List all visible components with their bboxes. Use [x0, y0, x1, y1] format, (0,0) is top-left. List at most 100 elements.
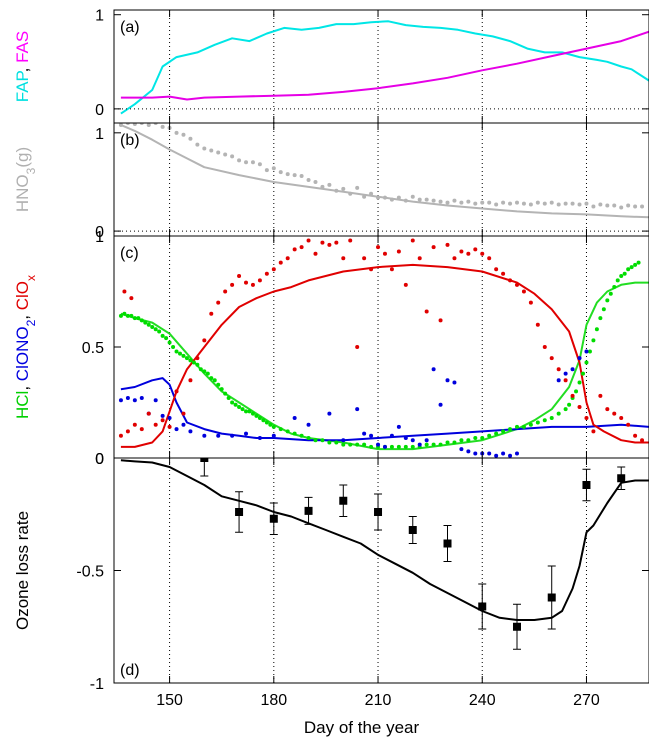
panel-b-series-1-point [216, 150, 221, 155]
y-tick-label: 0.5 [82, 340, 104, 357]
panel-b-series-1-point [355, 185, 360, 190]
panel-c-series-5-point [278, 260, 283, 265]
panel-c-series-3-point [278, 427, 283, 432]
panel-c-series-3-point [438, 442, 443, 447]
panel-c-series-3-point [125, 313, 130, 318]
y-tick-label: 0 [95, 102, 104, 119]
panel-c-series-4-point [292, 416, 297, 421]
x-tick-label: 240 [469, 692, 496, 709]
panel-b-ylabel: HNO3(g) [13, 147, 38, 212]
panel-c-series-5-point [306, 238, 311, 243]
panel-a-plot [120, 10, 649, 123]
panel-c-series-5-point [612, 411, 617, 416]
panel-d-series-1-marker [443, 539, 452, 548]
panel-b-series-1-point [306, 177, 311, 182]
panel-c-series-5-point [410, 238, 415, 243]
panel-b-series-1-point [348, 191, 353, 196]
panel-c-series-5-point [327, 242, 332, 247]
panel-c-series-3-point [240, 407, 245, 412]
panel-b-series-1-point [480, 200, 485, 205]
panel-c-series-4-point [563, 371, 568, 376]
panel-c-series-5-point [167, 424, 172, 429]
panel-c-series-3-point [184, 356, 189, 361]
panel-c-series-3-point [223, 391, 228, 396]
panel-b-series-1-point [174, 130, 179, 135]
panel-b-series-1-point [424, 197, 429, 202]
panel-c-series-3-point [521, 424, 526, 429]
panel-b-series-0-line [120, 124, 649, 219]
panel-d-series-1-marker [269, 514, 278, 523]
panel-c-series-3-point [313, 438, 318, 443]
panel-c-series-3-point [209, 376, 214, 381]
panel-b-series-1-point [528, 202, 533, 207]
panel-b-series-1-point [640, 204, 645, 209]
panel-c-series-5-point [605, 407, 610, 412]
panel-c-series-4-point [160, 413, 165, 418]
panel-b-series-1-point [514, 200, 519, 205]
panel-c-series-4-point [382, 444, 387, 449]
panel-c-series-5-point [480, 251, 485, 256]
panel-c-series-5-point [452, 256, 457, 261]
panel-c-series-3-point [612, 285, 617, 290]
panel-c-series-3-point [264, 420, 269, 425]
panel-c-series-3-point [160, 333, 165, 338]
y-tick-label: -1 [90, 676, 104, 693]
panel-c-series-4-point [494, 453, 499, 458]
panel-c-series-3-point [633, 262, 638, 267]
panel-c-series-5-point [459, 249, 464, 254]
panel-c-series-5-point [514, 282, 519, 287]
panel-c-series-4-point [570, 367, 575, 372]
panel-b-series-1-point [334, 188, 339, 193]
panel-c-series-3-point [334, 440, 339, 445]
panel-b-series-1-point [556, 202, 561, 207]
panel-c-series-5-point [174, 389, 179, 394]
panel-c-series-3-point [466, 438, 471, 443]
panel-d-series-1-marker [304, 506, 313, 515]
panel-c-series-4-point [139, 396, 144, 401]
panel-c-series-3-point [171, 345, 176, 349]
panel-c-series-3-point [584, 360, 589, 365]
panel-b-series-1-point [188, 136, 193, 141]
panel-c-series-4-point [132, 398, 137, 403]
panel-c-series-4-point [174, 427, 179, 432]
panel-c-series-5-point [320, 240, 325, 245]
panel-c-label: (c) [120, 245, 139, 262]
panel-b-series-1-point [278, 170, 283, 175]
panel-b-series-1-point [417, 197, 422, 202]
panel-b-series-1-point [598, 202, 603, 207]
panel-b-series-1-point [257, 162, 262, 167]
panel-c-series-5-point [389, 267, 394, 272]
panel-b-series-1-point [626, 203, 631, 208]
panel-c-series-3-point [594, 327, 599, 332]
panel-b-series-1-point [466, 199, 471, 204]
panel-c-series-3-point [219, 387, 224, 392]
panel-c-series-3-point [369, 444, 374, 449]
panel-a-series-1-line [120, 30, 649, 101]
panel-b-series-1-point [292, 173, 297, 178]
panel-c-series-4-point [389, 433, 394, 438]
panel-b-series-1-point [410, 194, 415, 199]
panel-b-series-1-point [577, 202, 582, 207]
panel-b-series-1-point [237, 158, 242, 163]
panel-c-series-3-point [362, 442, 367, 447]
panel-c-series-5-point [244, 280, 249, 285]
panel-c-series-4-point [188, 429, 193, 434]
panel-b-series-1-point [619, 205, 624, 210]
panel-c-series-5-point [292, 247, 297, 252]
panel-c-series-4-point [167, 416, 172, 421]
panel-c-series-4-point [271, 433, 276, 438]
panel-b-series-1-point [584, 201, 589, 206]
x-tick-label: 270 [573, 692, 600, 709]
panel-c-series-3-point [230, 400, 235, 405]
panel-c-series-3-point [459, 438, 464, 443]
panel-c-series-5-point [487, 256, 492, 261]
y-tick-label: -0.5 [76, 564, 104, 581]
panel-b-series-1-point [612, 203, 617, 208]
panel-c-series-3-point [202, 369, 207, 374]
panel-c-series-3-point [591, 338, 596, 343]
panel-c-series-5-point [146, 411, 151, 416]
panel-b-series-1-point [202, 146, 207, 151]
panel-c-series-4-point [153, 398, 158, 403]
panel-d-series-1-marker [235, 508, 244, 516]
panel-c-series-3-point [327, 440, 332, 445]
